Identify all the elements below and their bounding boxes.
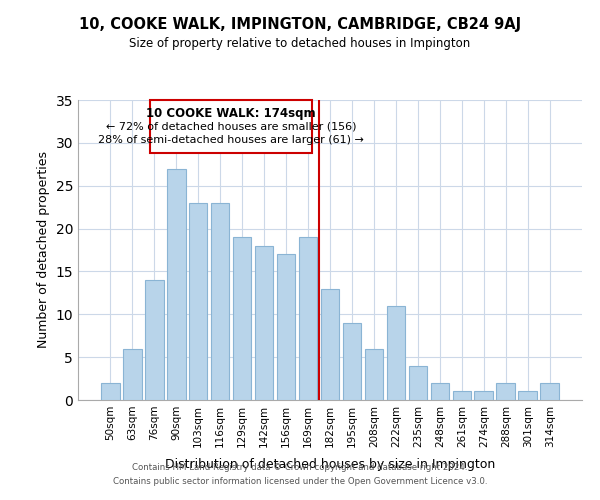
Bar <box>386 306 405 400</box>
Bar <box>167 168 185 400</box>
Text: Contains HM Land Registry data © Crown copyright and database right 2024.: Contains HM Land Registry data © Crown c… <box>132 464 468 472</box>
Bar <box>277 254 295 400</box>
Bar <box>541 383 559 400</box>
Bar <box>475 392 493 400</box>
Text: 10 COOKE WALK: 174sqm: 10 COOKE WALK: 174sqm <box>146 107 316 120</box>
Bar <box>299 237 317 400</box>
Text: ← 72% of detached houses are smaller (156): ← 72% of detached houses are smaller (15… <box>106 122 356 132</box>
Bar <box>409 366 427 400</box>
Bar <box>365 348 383 400</box>
Bar <box>211 203 229 400</box>
Bar <box>101 383 119 400</box>
X-axis label: Distribution of detached houses by size in Impington: Distribution of detached houses by size … <box>165 458 495 471</box>
Bar <box>145 280 164 400</box>
Text: Size of property relative to detached houses in Impington: Size of property relative to detached ho… <box>130 38 470 51</box>
Text: 10, COOKE WALK, IMPINGTON, CAMBRIDGE, CB24 9AJ: 10, COOKE WALK, IMPINGTON, CAMBRIDGE, CB… <box>79 18 521 32</box>
Bar <box>452 392 471 400</box>
Bar <box>496 383 515 400</box>
Bar <box>123 348 142 400</box>
Text: Contains public sector information licensed under the Open Government Licence v3: Contains public sector information licen… <box>113 477 487 486</box>
Y-axis label: Number of detached properties: Number of detached properties <box>37 152 50 348</box>
FancyBboxPatch shape <box>150 100 313 153</box>
Text: 28% of semi-detached houses are larger (61) →: 28% of semi-detached houses are larger (… <box>98 135 364 145</box>
Bar <box>343 323 361 400</box>
Bar <box>431 383 449 400</box>
Bar <box>233 237 251 400</box>
Bar <box>255 246 274 400</box>
Bar <box>189 203 208 400</box>
Bar <box>320 288 340 400</box>
Bar <box>518 392 537 400</box>
